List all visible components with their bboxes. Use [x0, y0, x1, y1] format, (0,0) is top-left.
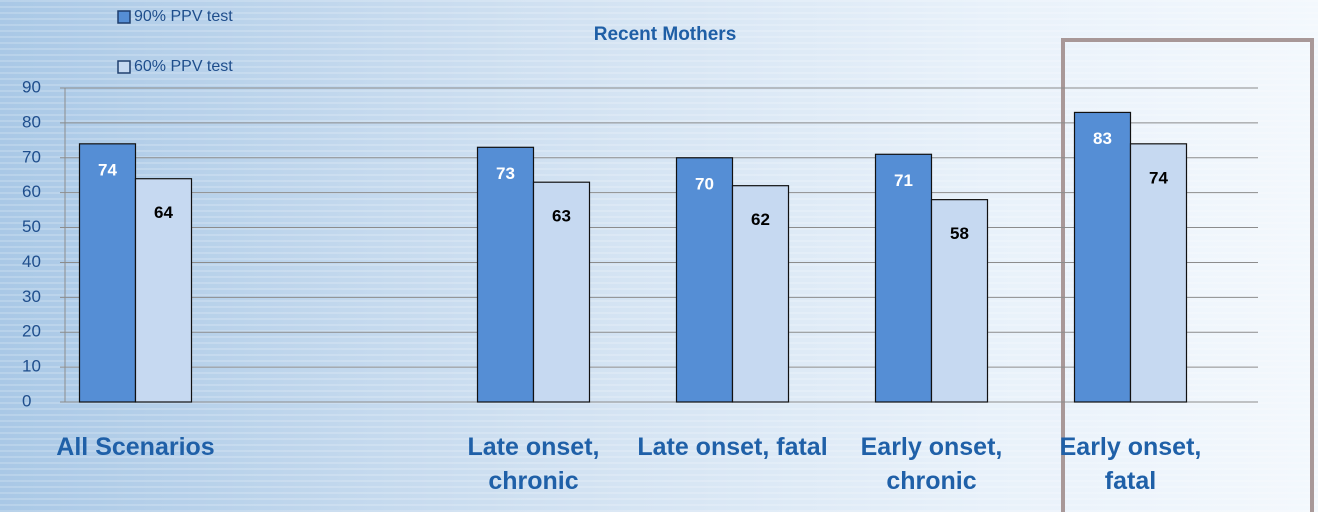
y-tick-label: 70	[22, 147, 41, 166]
value-label: 58	[950, 224, 969, 243]
bar	[476, 146, 535, 403]
value-label: 70	[695, 174, 714, 193]
x-tick-label: Late onset, chronic	[467, 433, 600, 495]
bar	[1129, 143, 1188, 403]
y-tick-label: 10	[22, 357, 41, 376]
y-tick-label: 0	[22, 391, 31, 410]
value-label: 62	[751, 210, 770, 229]
x-tick-label: Late onset, fatal	[637, 433, 828, 461]
legend-swatch	[117, 10, 131, 24]
chart-title: Recent Mothers	[594, 24, 737, 45]
x-tick-label: Early onset, fatal	[1059, 433, 1202, 495]
legend-label: 90% PPV test	[134, 8, 233, 25]
legend-swatch	[117, 60, 131, 74]
bar	[134, 178, 193, 403]
bar	[1073, 111, 1132, 403]
bar	[532, 181, 591, 403]
value-label: 73	[496, 164, 515, 183]
bar	[675, 157, 734, 403]
y-tick-label: 30	[22, 287, 41, 306]
y-tick-label: 80	[22, 112, 41, 131]
highlight-box	[1061, 38, 1314, 512]
x-tick-label: Early onset, chronic	[860, 433, 1003, 495]
y-tick-label: 50	[22, 217, 41, 236]
value-label: 63	[552, 207, 571, 226]
bar	[930, 199, 989, 403]
value-label: 74	[98, 160, 117, 179]
value-label: 74	[1149, 168, 1168, 187]
bar	[78, 143, 137, 403]
bar	[874, 153, 933, 403]
bar	[731, 185, 790, 403]
y-tick-label: 20	[22, 322, 41, 341]
value-label: 71	[894, 171, 913, 190]
y-tick-label: 40	[22, 252, 41, 271]
x-tick-label: All Scenarios	[56, 433, 215, 461]
legend-label: 60% PPV test	[134, 58, 233, 75]
y-tick-label: 60	[22, 182, 41, 201]
value-label: 83	[1093, 129, 1112, 148]
value-label: 64	[154, 203, 173, 222]
y-tick-label: 90	[22, 77, 41, 96]
